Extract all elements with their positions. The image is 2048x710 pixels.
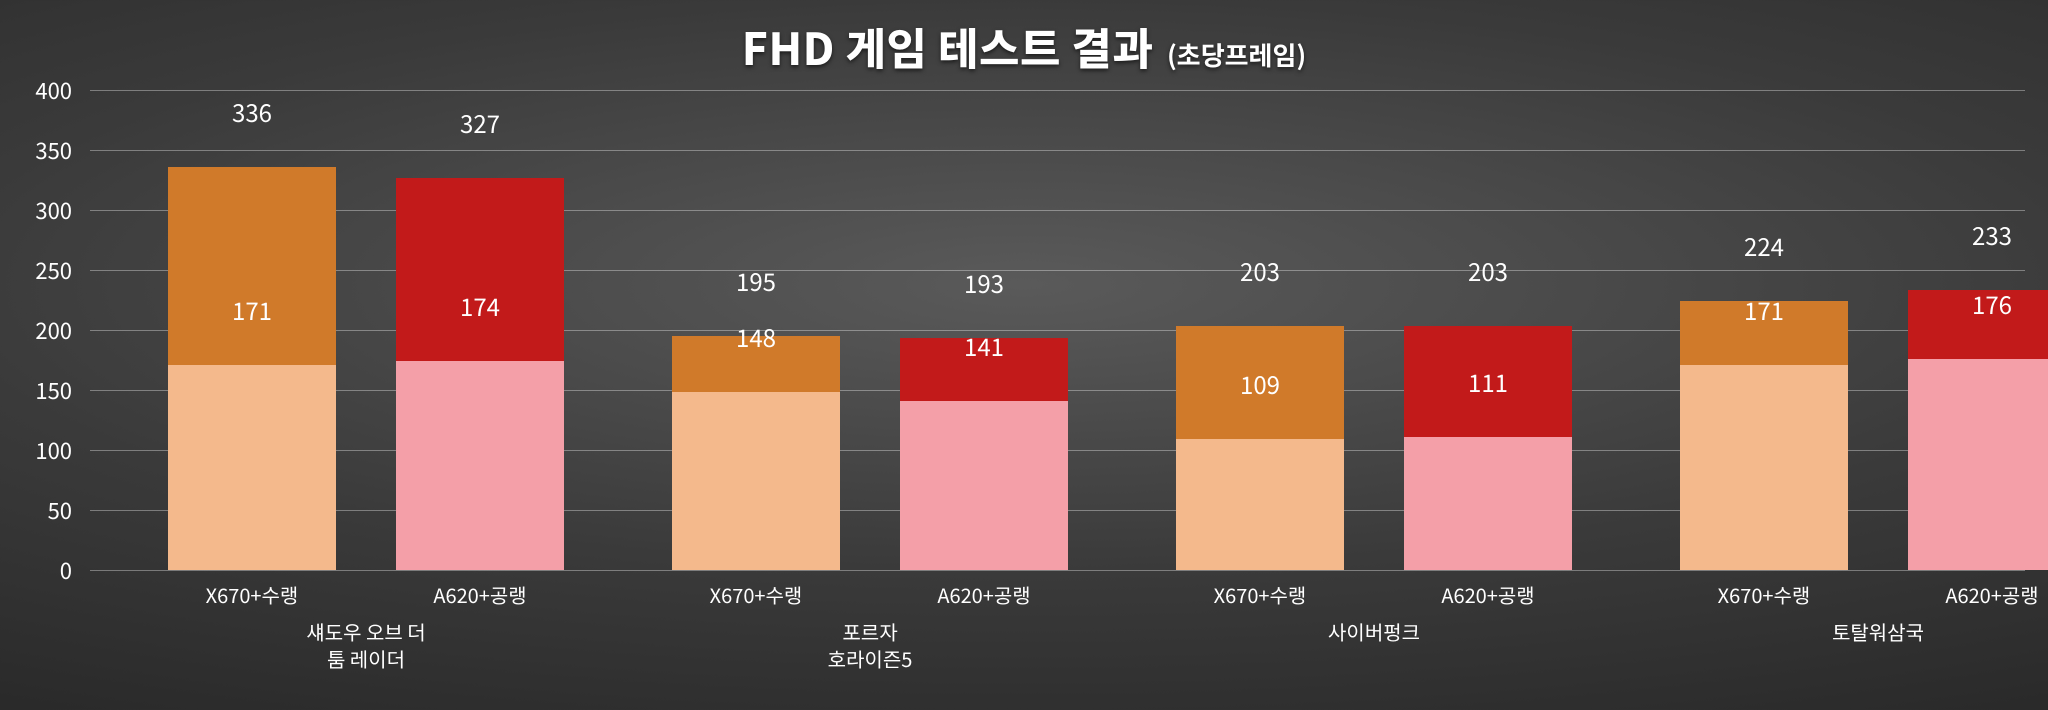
- bar: 171224: [1680, 301, 1848, 570]
- bar-segment-bottom: [396, 361, 564, 570]
- bar-series-label: X670+수랭: [1718, 580, 1811, 609]
- bar-segment-bottom: [1176, 439, 1344, 570]
- plot-area: 050100150200250300350400X670+수랭171336A62…: [90, 90, 2025, 570]
- y-axis-tick: 300: [35, 194, 90, 226]
- group-label: 포르자 호라이즌5: [828, 618, 913, 672]
- bar-value-total: 233: [1972, 217, 2012, 252]
- bar-value-bottom: 111: [1468, 364, 1508, 399]
- y-axis-tick: 350: [35, 134, 90, 166]
- bar: 141193: [900, 338, 1068, 570]
- bar-series-label: A620+공랭: [1945, 580, 2038, 609]
- bar-value-bottom: 109: [1240, 366, 1280, 401]
- bar-value-total: 336: [232, 94, 272, 129]
- bar-value-bottom: 171: [232, 292, 272, 327]
- y-axis-tick: 0: [60, 554, 90, 586]
- bar-segment-top: [168, 167, 336, 365]
- bar-segment-bottom: [672, 392, 840, 570]
- bar-series-label: A620+공랭: [433, 580, 526, 609]
- bar-value-bottom: 148: [736, 319, 776, 354]
- bar: 176233: [1908, 290, 2048, 570]
- bar-value-total: 193: [964, 265, 1004, 300]
- bar: 111203: [1404, 326, 1572, 570]
- y-axis-tick: 50: [48, 494, 90, 526]
- bar-value-total: 327: [460, 105, 500, 140]
- bar-value-bottom: 176: [1972, 286, 2012, 321]
- bar-series-label: A620+공랭: [1441, 580, 1534, 609]
- y-axis-tick: 400: [35, 74, 90, 106]
- bar-segment-bottom: [900, 401, 1068, 570]
- bar: 109203: [1176, 326, 1344, 570]
- bar-value-total: 195: [736, 263, 776, 298]
- bar-series-label: X670+수랭: [710, 580, 803, 609]
- bar-value-total: 203: [1240, 253, 1280, 288]
- bar-value-total: 203: [1468, 253, 1508, 288]
- gridline: [90, 150, 2025, 151]
- y-axis-tick: 250: [35, 254, 90, 286]
- bar-value-bottom: 141: [964, 328, 1004, 363]
- bar-value-bottom: 171: [1744, 292, 1784, 327]
- bar-value-total: 224: [1744, 228, 1784, 263]
- bar-value-bottom: 174: [460, 288, 500, 323]
- group-label: 사이버펑크: [1328, 618, 1420, 645]
- bar-series-label: X670+수랭: [1214, 580, 1307, 609]
- bar-series-label: X670+수랭: [206, 580, 299, 609]
- bar-segment-bottom: [1404, 437, 1572, 570]
- gridline: [90, 570, 2025, 571]
- bar-series-label: A620+공랭: [937, 580, 1030, 609]
- bar-segment-bottom: [168, 365, 336, 570]
- gridline: [90, 210, 2025, 211]
- bar: 174327: [396, 178, 564, 570]
- gridline: [90, 270, 2025, 271]
- bar-segment-bottom: [1680, 365, 1848, 570]
- bar: 171336: [168, 167, 336, 570]
- group-label: 섀도우 오브 더 툼 레이더: [306, 618, 425, 672]
- bar: 148195: [672, 336, 840, 570]
- y-axis-tick: 150: [35, 374, 90, 406]
- group-label: 토탈워삼국: [1832, 618, 1924, 645]
- y-axis-tick: 200: [35, 314, 90, 346]
- bar-segment-top: [396, 178, 564, 362]
- gridline: [90, 90, 2025, 91]
- chart-canvas: 050100150200250300350400X670+수랭171336A62…: [0, 0, 2048, 710]
- y-axis-tick: 100: [35, 434, 90, 466]
- bar-segment-bottom: [1908, 359, 2048, 570]
